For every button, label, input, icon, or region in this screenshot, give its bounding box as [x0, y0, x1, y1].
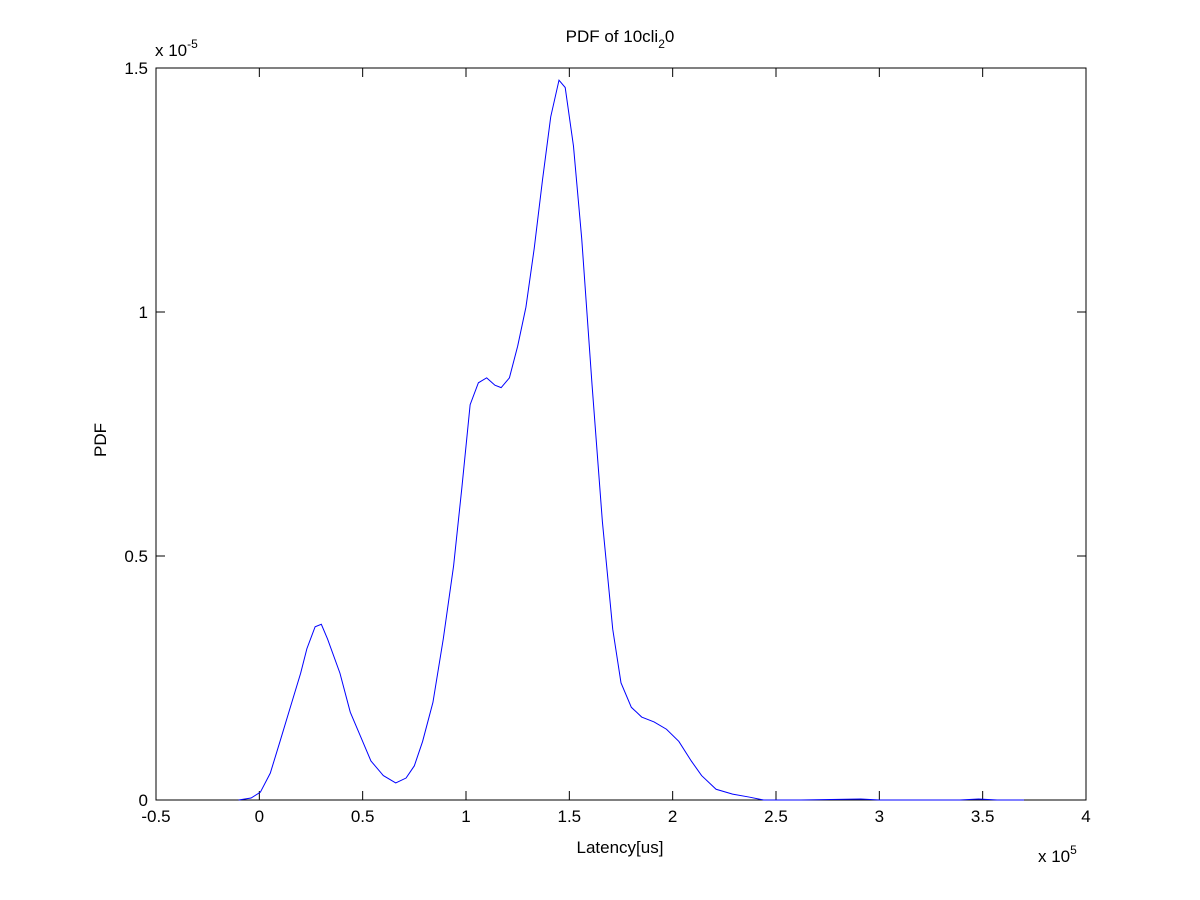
y-axis-label: PDF [91, 423, 110, 457]
plot-frame [155, 67, 1087, 801]
title-suffix: 0 [665, 27, 674, 46]
x-tick-label: 4 [1081, 807, 1090, 826]
x-tick-label: 3 [875, 807, 884, 826]
y-tick-label: 0 [139, 791, 148, 810]
x-tick-label: 0 [255, 807, 264, 826]
data-line [238, 79, 1024, 801]
x-axis-label: Latency[us] [577, 838, 664, 857]
y-multiplier-exponent: -5 [187, 37, 198, 51]
x-multiplier: x 105 [1038, 843, 1077, 866]
title-subscript: 2 [658, 37, 665, 51]
x-tick-label: 2.5 [764, 807, 788, 826]
x-tick-label: -0.5 [141, 807, 170, 826]
x-tick-label: 1.5 [558, 807, 582, 826]
y-tick-label: 0.5 [124, 547, 148, 566]
x-tick-label: 2 [668, 807, 677, 826]
x-tick-label: 3.5 [971, 807, 995, 826]
x-tick-label: 1 [461, 807, 470, 826]
y-tick-label: 1.5 [124, 59, 148, 78]
y-multiplier: x 10-5 [155, 37, 198, 60]
y-multiplier-base: x 10 [155, 41, 187, 60]
x-tick-label: 0.5 [351, 807, 375, 826]
x-multiplier-base: x 10 [1038, 847, 1070, 866]
x-multiplier-exponent: 5 [1070, 843, 1077, 857]
y-tick-label: 1 [139, 303, 148, 322]
chart-title: PDF of 10cli20 [566, 27, 675, 51]
title-text: PDF of 10cli [566, 27, 659, 46]
